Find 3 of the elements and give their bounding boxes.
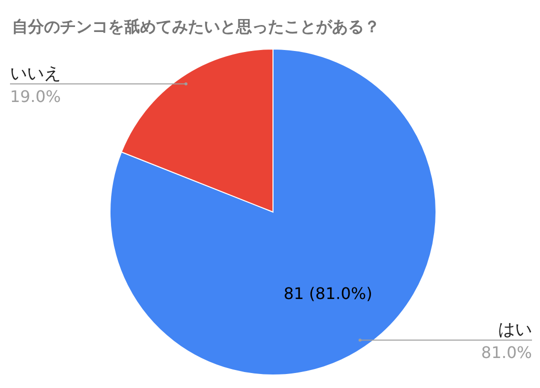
title: 自分のチンコを舐めてみたいと思ったことがある？ [12,17,380,36]
annotation: 19.0% [10,86,61,106]
annotation: 81.0% [481,343,532,362]
